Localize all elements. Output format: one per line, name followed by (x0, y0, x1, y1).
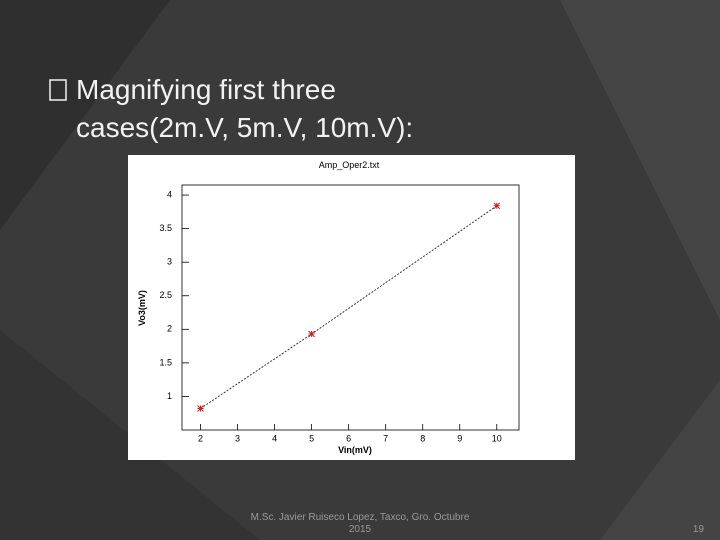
y-tick-label: 3.5 (159, 223, 172, 233)
y-tick-label: 4 (167, 189, 172, 199)
point (308, 330, 315, 338)
point (197, 405, 204, 412)
footer: M.Sc. Javier Ruiseco Lopez, Taxco, Gro. … (251, 512, 470, 523)
x-tick-label: 2 (198, 433, 203, 443)
bullet-glyph (49, 79, 67, 101)
y-tick-label: 1.5 (159, 357, 172, 367)
bullet-text: cases(2m.V, 5m.V, 10m.V): (76, 112, 413, 143)
chart-background (128, 155, 575, 460)
point (493, 202, 501, 210)
bullet-text: Magnifying first three (76, 74, 336, 105)
x-tick-label: 10 (492, 433, 502, 443)
decor (0, 0, 170, 230)
y-tick-label: 2 (167, 324, 172, 334)
page-number: 19 (693, 524, 705, 535)
decor (560, 0, 720, 320)
x-tick-label: 6 (346, 433, 351, 443)
decor (600, 380, 720, 540)
x-axis-label: Vin(mV) (338, 445, 372, 455)
x-tick-label: 4 (272, 433, 277, 443)
chart-title: Amp_Oper2.txt (319, 160, 380, 170)
y-tick-label: 3 (167, 257, 172, 267)
x-tick-label: 3 (235, 433, 240, 443)
footer: 2015 (349, 524, 372, 535)
y-tick-label: 1 (167, 391, 172, 401)
plot-frame (181, 184, 520, 431)
y-axis-label: Vo3(mV) (137, 290, 147, 326)
x-tick-label: 5 (309, 433, 314, 443)
x-tick-label: 7 (383, 433, 388, 443)
y-tick-label: 2.5 (159, 290, 172, 300)
x-tick-label: 9 (457, 433, 462, 443)
x-tick-label: 8 (420, 433, 425, 443)
